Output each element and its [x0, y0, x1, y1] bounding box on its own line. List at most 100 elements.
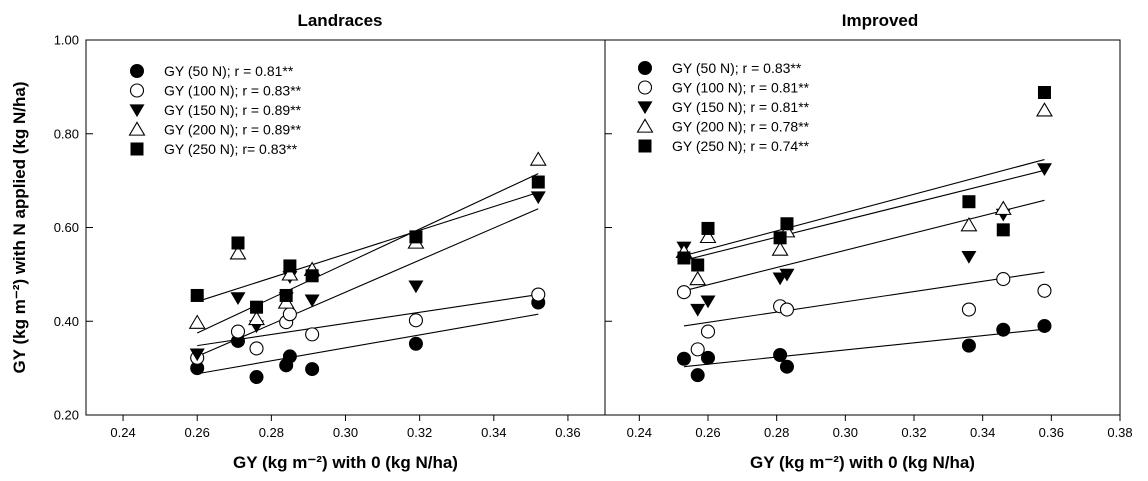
- x-tick-label: 0.28: [764, 425, 789, 440]
- data-point: [690, 303, 706, 317]
- data-point: [676, 285, 692, 300]
- data-point: [283, 259, 297, 273]
- y-tick-label: 0.60: [54, 220, 79, 235]
- data-point: [994, 200, 1012, 215]
- x-tick-label: 0.24: [110, 425, 135, 440]
- fit-line: [197, 313, 539, 375]
- data-point: [700, 295, 716, 309]
- data-point: [250, 300, 264, 314]
- legend-marker: [638, 139, 652, 153]
- data-point: [230, 292, 246, 305]
- x-tick-label: 0.26: [185, 425, 210, 440]
- x-tick-label: 0.32: [407, 425, 432, 440]
- fit-line: [683, 199, 1045, 292]
- regression-lines: [196, 158, 1045, 375]
- data-point: [780, 217, 794, 231]
- data-point: [408, 313, 423, 328]
- data-point: [282, 307, 297, 322]
- data-point: [531, 287, 546, 302]
- legend-label: GY (150 N); r = 0.81**: [672, 99, 810, 115]
- panel-title-1: Improved: [842, 11, 919, 30]
- data-point: [190, 288, 204, 302]
- fit-line: [196, 208, 539, 357]
- y-tick-label: 0.80: [54, 126, 79, 141]
- data-point: [771, 241, 789, 256]
- y-tick-label: 0.40: [54, 314, 79, 329]
- legend-marker: [129, 104, 145, 118]
- data-point: [1036, 102, 1053, 117]
- legend-label: GY (100 N); r = 0.83**: [164, 83, 302, 99]
- data-point: [700, 324, 716, 339]
- fit-line: [197, 191, 539, 303]
- data-point: [189, 348, 205, 362]
- legend-label: GY (50 N); r = 0.83**: [672, 60, 802, 76]
- x-tick-label: 0.24: [627, 425, 652, 440]
- legend-label: GY (200 N); r = 0.89**: [164, 122, 302, 138]
- x-tick-label: 0.32: [901, 425, 926, 440]
- data-point: [690, 342, 705, 357]
- data-point: [961, 302, 976, 317]
- data-point: [531, 175, 545, 189]
- data-point: [408, 336, 423, 351]
- legend-label: GY (250 N); r= 0.83**: [164, 141, 298, 157]
- data-point: [408, 280, 424, 294]
- data-point: [996, 322, 1011, 337]
- legend-marker: [637, 101, 653, 115]
- data-point: [529, 151, 547, 166]
- x-tick-label: 0.36: [555, 425, 580, 440]
- legend-label: GY (50 N); r = 0.81**: [164, 63, 294, 79]
- fit-line: [196, 173, 539, 334]
- data-point: [530, 191, 546, 205]
- data-point: [960, 216, 978, 232]
- data-point: [1037, 283, 1052, 298]
- data-point: [701, 350, 715, 365]
- legend-marker: [128, 121, 146, 136]
- x-axis-label-1: GY (kg m⁻²) with 0 (kg N/ha): [750, 453, 975, 472]
- legend-label: GY (200 N); r = 0.78**: [672, 119, 810, 135]
- data-point: [230, 324, 246, 339]
- data-point: [773, 348, 788, 362]
- legend-label: GY (250 N); r = 0.74**: [672, 138, 810, 154]
- data-point: [779, 359, 794, 374]
- data-point: [304, 294, 320, 308]
- data-point: [249, 370, 264, 385]
- panel-title-0: Landraces: [297, 11, 382, 30]
- legend-marker: [129, 83, 145, 98]
- fit-line: [683, 328, 1045, 368]
- data-point: [231, 236, 245, 250]
- fit-line: [197, 293, 539, 347]
- data-point: [188, 314, 206, 329]
- x-tick-label: 0.36: [1039, 425, 1064, 440]
- data-point: [305, 362, 320, 377]
- x-axis-label-0: GY (kg m⁻²) with 0 (kg N/ha): [233, 453, 458, 472]
- x-tick-label: 0.26: [695, 425, 720, 440]
- data-point: [677, 251, 691, 265]
- legend-marker: [130, 142, 144, 156]
- data-point: [305, 269, 319, 283]
- data-point: [281, 266, 299, 281]
- fit-line: [683, 271, 1045, 327]
- legend-label: GY (150 N); r = 0.89**: [164, 102, 302, 118]
- data-point: [676, 351, 691, 366]
- data-point: [962, 195, 976, 209]
- y-tick-label: 0.20: [54, 408, 79, 423]
- fit-line: [683, 158, 1045, 257]
- y-axis-label: GY (kg m⁻²) with N applied (kg N/ha): [10, 81, 29, 373]
- plot-frames: [85, 39, 1121, 421]
- data-point: [773, 231, 787, 245]
- x-tick-label: 0.38: [1107, 425, 1132, 440]
- data-point: [1037, 318, 1052, 333]
- data-point: [248, 310, 265, 326]
- data-point: [961, 338, 976, 353]
- data-point: [779, 268, 795, 282]
- y-tick-label: 1.00: [54, 33, 79, 48]
- fit-line: [683, 169, 1045, 261]
- data-point: [1037, 86, 1051, 99]
- data-point: [996, 223, 1010, 237]
- legend-marker: [638, 61, 652, 75]
- data-points: [188, 86, 1053, 385]
- x-tick-label: 0.34: [481, 425, 506, 440]
- data-point: [690, 368, 705, 383]
- data-point: [699, 228, 717, 244]
- data-point: [279, 288, 293, 302]
